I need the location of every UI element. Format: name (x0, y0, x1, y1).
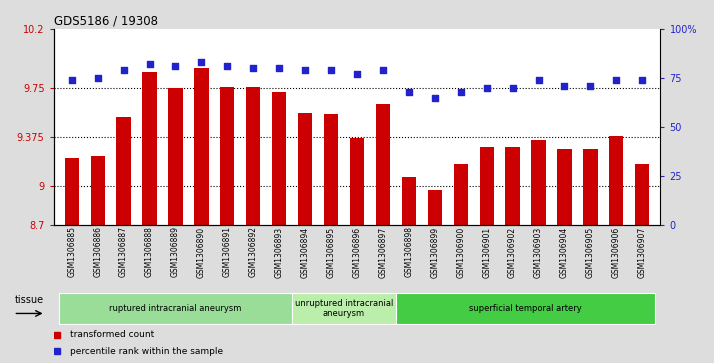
Point (196, 60, 207, 65)
Text: GSM1306901: GSM1306901 (482, 227, 491, 278)
Bar (142, 72, 156, 225)
Text: GSM1306892: GSM1306892 (248, 227, 258, 277)
Bar (453, 164, 468, 225)
Bar (91, 156, 105, 225)
Point (403, 89, 415, 95)
Point (273, 65, 285, 71)
Point (221, 64, 233, 69)
Text: GSM1306899: GSM1306899 (431, 227, 439, 278)
Bar (376, 103, 390, 225)
Text: GSM1306903: GSM1306903 (534, 227, 543, 278)
Text: GSM1306891: GSM1306891 (223, 227, 232, 277)
Point (92, 75, 104, 81)
Text: GSM1306898: GSM1306898 (404, 227, 413, 277)
Point (455, 89, 466, 95)
Text: GSM1306904: GSM1306904 (560, 227, 569, 278)
Bar (272, 92, 286, 225)
Bar (194, 68, 208, 225)
Text: transformed count: transformed count (70, 330, 154, 339)
Bar (246, 86, 261, 225)
Text: GSM1306893: GSM1306893 (275, 227, 283, 278)
Point (481, 85, 493, 91)
Point (585, 83, 596, 89)
Bar (64, 158, 79, 225)
Text: GSM1306894: GSM1306894 (301, 227, 310, 278)
Text: ruptured intracranial aneurysm: ruptured intracranial aneurysm (109, 304, 241, 313)
Point (377, 67, 388, 73)
Bar (116, 117, 131, 225)
Bar (298, 113, 312, 225)
Bar (324, 114, 338, 225)
Text: GSM1306906: GSM1306906 (612, 227, 621, 278)
Point (144, 61, 155, 67)
Bar (169, 88, 183, 225)
Text: GSM1306897: GSM1306897 (378, 227, 388, 278)
Text: GSM1306886: GSM1306886 (93, 227, 102, 277)
Point (429, 95, 441, 101)
Point (66, 77, 77, 83)
Point (507, 85, 518, 91)
Text: percentile rank within the sample: percentile rank within the sample (70, 347, 223, 356)
Text: GSM1306895: GSM1306895 (326, 227, 336, 278)
Point (610, 77, 622, 83)
Text: tissue: tissue (15, 295, 44, 305)
Bar (609, 136, 623, 225)
Point (637, 77, 648, 83)
Bar (583, 149, 598, 225)
Text: GSM1306896: GSM1306896 (353, 227, 361, 278)
Bar (558, 149, 572, 225)
Point (170, 64, 181, 69)
Text: GSM1306902: GSM1306902 (508, 227, 517, 278)
Text: GDS5186 / 19308: GDS5186 / 19308 (54, 15, 158, 28)
Point (118, 67, 129, 73)
Text: GSM1306888: GSM1306888 (145, 227, 154, 277)
Text: GSM1306887: GSM1306887 (119, 227, 128, 277)
Point (248, 65, 259, 71)
Text: GSM1306885: GSM1306885 (67, 227, 76, 277)
Point (533, 77, 544, 83)
Bar (506, 147, 520, 225)
Bar (220, 86, 234, 225)
Text: GSM1306900: GSM1306900 (456, 227, 466, 278)
Text: GSM1306890: GSM1306890 (197, 227, 206, 278)
Point (351, 71, 363, 77)
Bar (350, 138, 364, 225)
Text: superficial temporal artery: superficial temporal artery (469, 304, 582, 313)
Bar (292, 293, 396, 324)
Text: GSM1306889: GSM1306889 (171, 227, 180, 277)
Bar (59, 293, 292, 324)
Bar (635, 164, 650, 225)
Point (326, 67, 337, 73)
Bar (428, 190, 442, 225)
Bar (531, 140, 545, 225)
Point (559, 83, 570, 89)
Bar (396, 293, 655, 324)
Bar (402, 177, 416, 225)
Bar (480, 147, 494, 225)
Text: unruptured intracranial
aneurysm: unruptured intracranial aneurysm (295, 299, 393, 318)
Point (299, 67, 311, 73)
Text: GSM1306905: GSM1306905 (586, 227, 595, 278)
Text: GSM1306907: GSM1306907 (638, 227, 647, 278)
